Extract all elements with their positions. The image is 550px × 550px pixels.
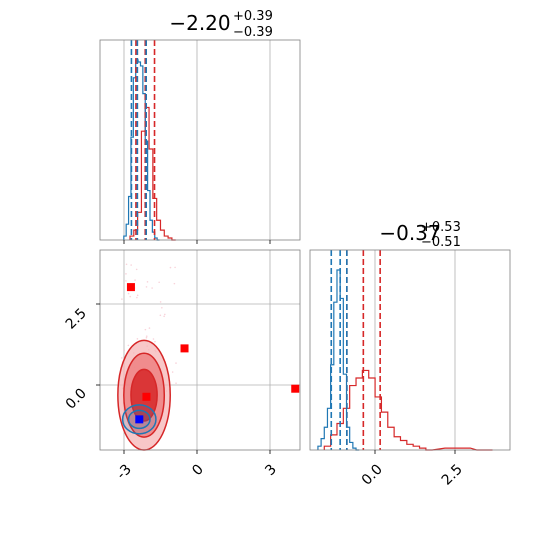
sample-point xyxy=(125,263,128,266)
sample-point xyxy=(136,338,139,340)
sample-point xyxy=(134,279,136,281)
marker-blue-square xyxy=(135,415,144,424)
sample-point xyxy=(174,266,176,269)
y-tick-label: 0.0 xyxy=(63,386,90,413)
quantile-lines-bottom-right xyxy=(330,250,381,450)
sample-point xyxy=(159,314,162,317)
axes-frame-top-left xyxy=(99,39,301,241)
sample-point xyxy=(144,328,147,331)
sample-point xyxy=(145,335,148,337)
sample-point xyxy=(125,280,127,282)
sample-point xyxy=(175,382,177,385)
marker-red-square xyxy=(180,344,189,353)
title-lower-error: −0.39 xyxy=(233,25,273,40)
sample-point xyxy=(173,282,176,285)
sample-point xyxy=(145,286,148,288)
sample-point xyxy=(127,292,130,295)
sample-point xyxy=(169,266,172,269)
x-tick-label: 0 xyxy=(189,462,207,480)
panel-top-left: −2.20 +0.39 −0.39 xyxy=(99,9,301,244)
sample-point xyxy=(151,287,153,289)
sample-point xyxy=(159,301,162,303)
sample-point xyxy=(148,327,151,329)
title-upper-error: +0.53 xyxy=(421,220,461,235)
sample-point xyxy=(171,371,174,373)
sample-point xyxy=(129,295,132,298)
x-tick-label: 0.0 xyxy=(359,462,386,489)
sample-point xyxy=(161,306,163,309)
sample-point xyxy=(121,298,123,300)
sample-point xyxy=(136,294,139,297)
x-tick-label: -3 xyxy=(114,462,135,483)
panel-bottom-right: 0.0 2.5 −0.37 +0.53 −0.51 xyxy=(309,220,511,489)
marker-red-square xyxy=(291,384,300,393)
histogram-step-blue xyxy=(317,269,360,451)
axes-frame-bottom-right xyxy=(309,249,511,451)
panel-bottom-left: -3 0 3 2.5 0.0 xyxy=(63,249,301,483)
sample-point xyxy=(130,264,132,266)
sample-point xyxy=(146,281,149,283)
sample-point xyxy=(135,268,138,271)
histogram-bottom-right xyxy=(317,269,493,451)
x-tick-label: 3 xyxy=(262,462,280,480)
title-upper-error: +0.39 xyxy=(233,9,273,24)
sample-point xyxy=(163,315,165,318)
quantile-lines-top-left xyxy=(130,40,156,240)
y-tick-label: 2.5 xyxy=(63,306,90,333)
sample-point xyxy=(125,273,127,275)
panel-title-top-left: −2.20 xyxy=(169,11,230,35)
sample-point xyxy=(123,349,125,351)
histogram-step-red xyxy=(323,369,493,451)
histogram-step-blue xyxy=(123,59,160,241)
sample-point xyxy=(145,336,148,339)
sample-point xyxy=(136,296,138,299)
sample-point xyxy=(127,344,130,347)
sample-point xyxy=(163,313,166,316)
sample-point xyxy=(154,340,156,343)
x-tick-label: 2.5 xyxy=(439,462,466,489)
sample-point xyxy=(175,362,177,364)
sample-point xyxy=(121,357,123,359)
marker-red-square xyxy=(126,283,135,292)
sample-point xyxy=(152,338,155,340)
markers xyxy=(126,283,300,424)
title-lower-error: −0.51 xyxy=(421,235,461,250)
marker-red-square xyxy=(142,392,151,401)
title-value: −0.37 xyxy=(379,221,440,245)
sample-point xyxy=(158,281,160,284)
panel-title-bottom-right: −0.37 xyxy=(379,221,440,245)
axes-frame-bottom-left xyxy=(99,249,301,451)
title-value: −2.20 xyxy=(169,11,230,35)
